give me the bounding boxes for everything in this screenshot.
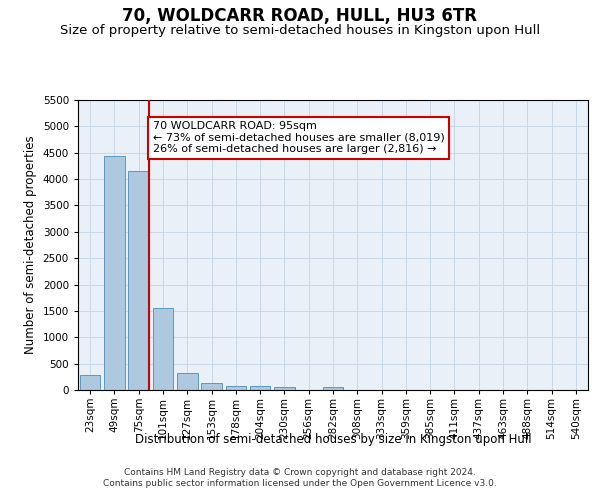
Bar [250,386,271,390]
Y-axis label: Number of semi-detached properties: Number of semi-detached properties [24,136,37,354]
Text: 70, WOLDCARR ROAD, HULL, HU3 6TR: 70, WOLDCARR ROAD, HULL, HU3 6TR [122,8,478,26]
Text: Distribution of semi-detached houses by size in Kingston upon Hull: Distribution of semi-detached houses by … [134,432,532,446]
Bar [226,386,246,390]
Text: Contains HM Land Registry data © Crown copyright and database right 2024.
Contai: Contains HM Land Registry data © Crown c… [103,468,497,487]
Bar [152,308,173,390]
Text: 70 WOLDCARR ROAD: 95sqm
← 73% of semi-detached houses are smaller (8,019)
26% of: 70 WOLDCARR ROAD: 95sqm ← 73% of semi-de… [152,121,445,154]
Bar [128,170,149,390]
Text: Size of property relative to semi-detached houses in Kingston upon Hull: Size of property relative to semi-detach… [60,24,540,37]
Bar [80,375,100,390]
Bar [274,387,295,390]
Bar [177,373,197,390]
Bar [323,387,343,390]
Bar [201,383,222,390]
Bar [104,156,125,390]
